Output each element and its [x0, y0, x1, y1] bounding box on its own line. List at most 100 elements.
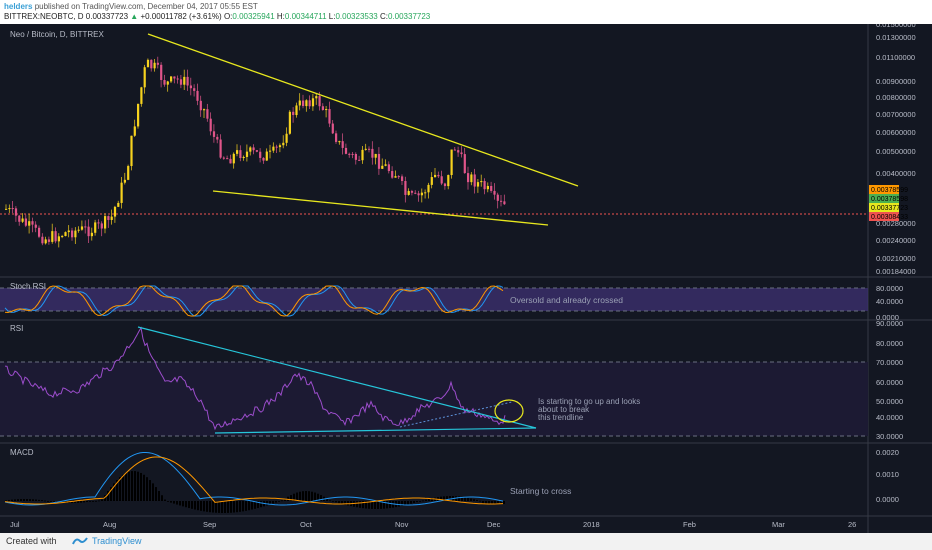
candle: [473, 174, 476, 187]
candle: [160, 64, 163, 80]
price-tags: 0.00378599 0.00378598 0.00337723 0.00308433: [869, 185, 908, 221]
macd-bar: [503, 501, 505, 504]
candle: [173, 76, 176, 79]
macd-bar: [218, 501, 220, 513]
chart-canvas[interactable]: Neo / Bitcoin, D, BITTREX Stoch RSI RSI …: [0, 20, 932, 533]
candle: [305, 100, 308, 107]
macd-bar: [257, 501, 259, 509]
close-label: C:: [379, 12, 388, 21]
macd-bar: [356, 501, 358, 508]
macd-tick-label: 0.0000: [876, 495, 899, 504]
candle: [28, 221, 31, 226]
macd-tick-label: 0.0010: [876, 470, 899, 479]
price-tick-label: 0.00210000: [876, 254, 916, 263]
candle: [325, 109, 328, 111]
time-axis[interactable]: Jul Aug Sep Oct Nov Dec 2018 Feb Mar 26: [10, 520, 856, 529]
rsi-annotation-1: Is starting to go up and looks: [538, 397, 640, 406]
time-axis-label: 2018: [583, 520, 600, 529]
candle: [391, 171, 394, 178]
macd-tick-label: 0.0020: [876, 448, 899, 457]
macd-bar: [245, 501, 247, 511]
macd-bar: [443, 496, 445, 501]
tradingview-brand-link[interactable]: TradingView: [92, 536, 142, 546]
macd-bar: [299, 491, 301, 501]
macd-bar: [179, 501, 181, 506]
candle: [107, 216, 110, 220]
macd-bar: [260, 501, 262, 508]
macd-bar: [371, 501, 373, 509]
candle: [420, 192, 423, 196]
published-text: published on TradingView.com, December 0…: [34, 2, 258, 11]
candle: [71, 230, 74, 238]
macd-bar: [458, 496, 460, 501]
low-value: 0.00323533: [335, 12, 378, 21]
macd-bar: [212, 501, 214, 513]
macd-bar: [47, 500, 49, 502]
macd-bar: [254, 501, 256, 509]
macd-bar: [461, 496, 463, 501]
high-value: 0.00344711: [284, 12, 327, 21]
macd-bar: [197, 501, 199, 511]
candle: [404, 180, 407, 195]
macd-bar: [116, 480, 118, 501]
candle: [358, 159, 361, 161]
macd-bar: [86, 501, 88, 503]
macd-bar: [368, 501, 370, 509]
macd-bar: [8, 499, 10, 501]
macd-bar: [167, 501, 169, 502]
candle: [272, 146, 275, 151]
macd-bar: [380, 501, 382, 509]
candle: [236, 150, 239, 154]
macd-bar: [182, 501, 184, 507]
macd-bar: [431, 498, 433, 501]
upper-trendline[interactable]: [147, 33, 579, 187]
time-axis-label: Oct: [300, 520, 313, 529]
macd-bar: [407, 501, 409, 505]
time-axis-label: Jul: [10, 520, 20, 529]
macd-bar: [383, 501, 385, 509]
macd-bar: [164, 499, 166, 501]
candle: [394, 176, 397, 178]
macd-bar: [200, 501, 202, 511]
candle: [226, 158, 229, 160]
macd-bar: [389, 501, 391, 509]
candle: [331, 123, 334, 134]
macd-bar: [446, 496, 448, 501]
rsi-annotation-2: about to break: [538, 405, 590, 414]
macd-bar: [173, 501, 175, 504]
macd-bar: [152, 483, 154, 501]
macd-bar: [188, 501, 190, 509]
up-arrow-icon: ▲: [130, 12, 139, 21]
candle: [57, 236, 60, 242]
candle: [252, 147, 255, 151]
stoch-axis: 80.0000 40.0000 0.0000: [876, 284, 903, 322]
candle: [203, 109, 206, 111]
price-tag: [869, 203, 899, 212]
candle: [298, 100, 301, 106]
macd-bar: [131, 471, 133, 501]
rsi-upper-trendline[interactable]: [137, 326, 537, 429]
lower-trendline[interactable]: [212, 190, 549, 226]
high-label: H:: [276, 12, 285, 21]
macd-bar: [209, 501, 211, 513]
macd-bar: [494, 501, 496, 504]
candle: [67, 230, 70, 233]
macd-bar: [17, 499, 19, 501]
rsi-tick-label: 90.0000: [876, 319, 903, 328]
author-link[interactable]: helders: [4, 2, 33, 11]
candle: [450, 149, 453, 176]
stoch-tick-label: 40.0000: [876, 297, 903, 306]
rsi-lower-trendline[interactable]: [214, 427, 537, 434]
candle: [97, 222, 100, 224]
macd-bar: [239, 501, 241, 512]
candle: [377, 153, 381, 169]
macd-bar: [146, 477, 148, 501]
candle: [34, 224, 37, 228]
price-axis[interactable]: 0.01500000 0.01300000 0.01100000 0.00900000…: [876, 20, 916, 276]
candles-layer: [5, 56, 506, 248]
macd-bar: [227, 501, 229, 513]
macd-bar: [5, 500, 7, 502]
chart-area[interactable]: Neo / Bitcoin, D, BITTREX Stoch RSI RSI …: [0, 20, 932, 533]
macd-bar: [488, 501, 490, 504]
macd-bar: [38, 499, 40, 501]
